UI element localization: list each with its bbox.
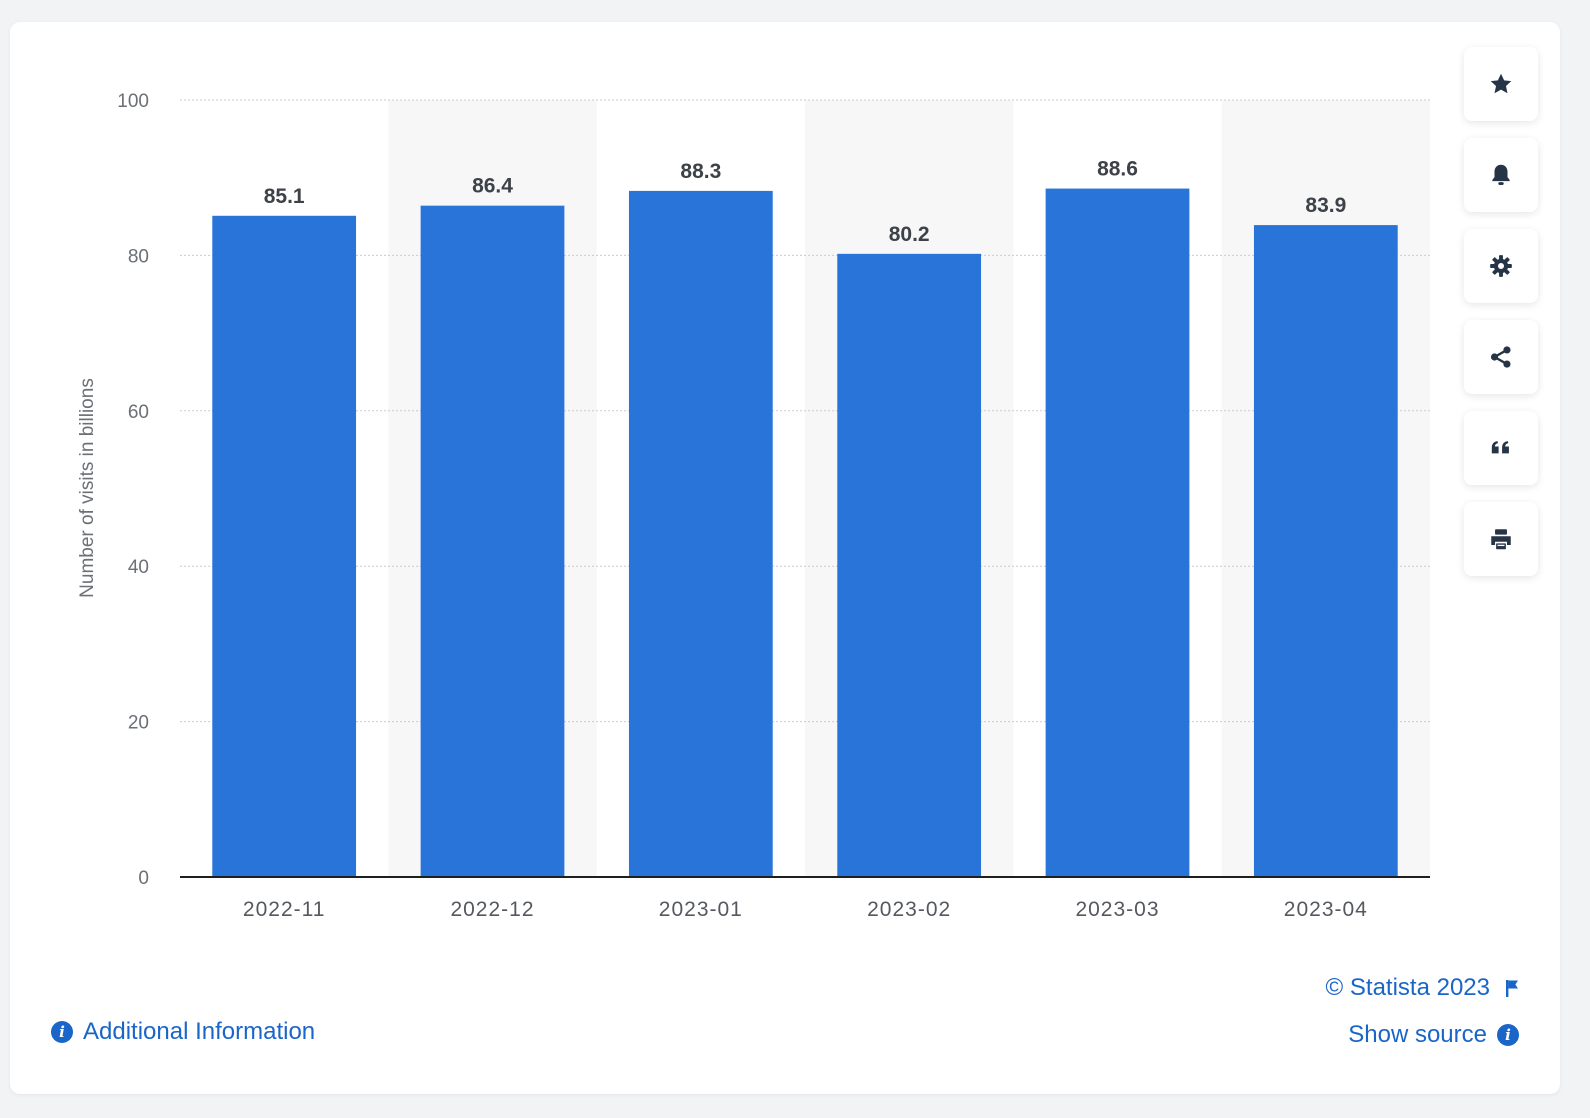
y-tick-label: 100: [117, 91, 149, 112]
bars: [212, 188, 1398, 878]
bar[interactable]: [420, 205, 565, 877]
y-tick-label: 20: [128, 713, 149, 734]
x-tick-label: 2023-02: [867, 898, 951, 921]
x-tick-label: 2023-01: [659, 898, 743, 921]
x-axis-ticks: 2022-11 2022-12 2023-01 2023-02 2023-03 2023-…: [243, 898, 1368, 921]
y-tick-label: 0: [138, 868, 149, 889]
x-tick-label: 2022-11: [243, 898, 326, 921]
info-icon: i: [51, 1021, 73, 1043]
bar[interactable]: [837, 253, 982, 877]
y-axis-label: Number of visits in billions: [77, 378, 98, 598]
show-source-label: Show source: [1348, 1021, 1487, 1048]
y-axis-ticks: 0 20 40 60 80 100: [117, 91, 149, 889]
x-tick-label: 2023-03: [1075, 898, 1159, 921]
additional-information-link[interactable]: i Additional Information: [51, 1018, 315, 1046]
data-label: 88.6: [1097, 158, 1138, 181]
show-source-link[interactable]: Show source i: [1348, 1021, 1519, 1049]
y-tick-label: 60: [128, 402, 149, 423]
star-icon: [1490, 73, 1512, 94]
bar[interactable]: [628, 190, 773, 877]
data-label: 80.2: [889, 223, 930, 246]
notification-button[interactable]: [1464, 138, 1538, 212]
bar[interactable]: [1253, 225, 1398, 878]
flag-icon[interactable]: [1504, 978, 1520, 998]
x-tick-label: 2022-12: [450, 898, 534, 921]
data-label: 85.1: [264, 185, 305, 208]
quote-icon: [1491, 441, 1509, 454]
gear-icon: [1490, 255, 1512, 277]
print-icon: [1491, 529, 1511, 550]
copyright-text: © Statista 2023: [1325, 974, 1490, 1001]
data-label: 83.9: [1305, 194, 1346, 217]
data-label: 88.3: [680, 160, 721, 183]
print-button[interactable]: [1464, 502, 1538, 576]
y-tick-label: 40: [128, 557, 149, 578]
x-tick-label: 2023-04: [1284, 898, 1368, 921]
share-button[interactable]: [1464, 320, 1538, 394]
bar[interactable]: [212, 215, 357, 877]
bar[interactable]: [1045, 188, 1190, 877]
y-tick-label: 80: [128, 246, 149, 267]
gridlines: [180, 99, 1430, 723]
additional-information-label: Additional Information: [83, 1018, 316, 1045]
cite-button[interactable]: [1464, 411, 1538, 485]
share-icon: [1490, 346, 1511, 368]
favorite-button[interactable]: [1464, 47, 1538, 121]
settings-button[interactable]: [1464, 229, 1538, 303]
data-labels: 85.1 86.4 88.3 80.2 88.6 83.9: [264, 158, 1347, 246]
info-icon: i: [1497, 1024, 1519, 1046]
bell-icon: [1492, 164, 1510, 185]
data-label: 86.4: [472, 175, 513, 198]
copyright-notice: © Statista 2023: [1326, 974, 1520, 1002]
